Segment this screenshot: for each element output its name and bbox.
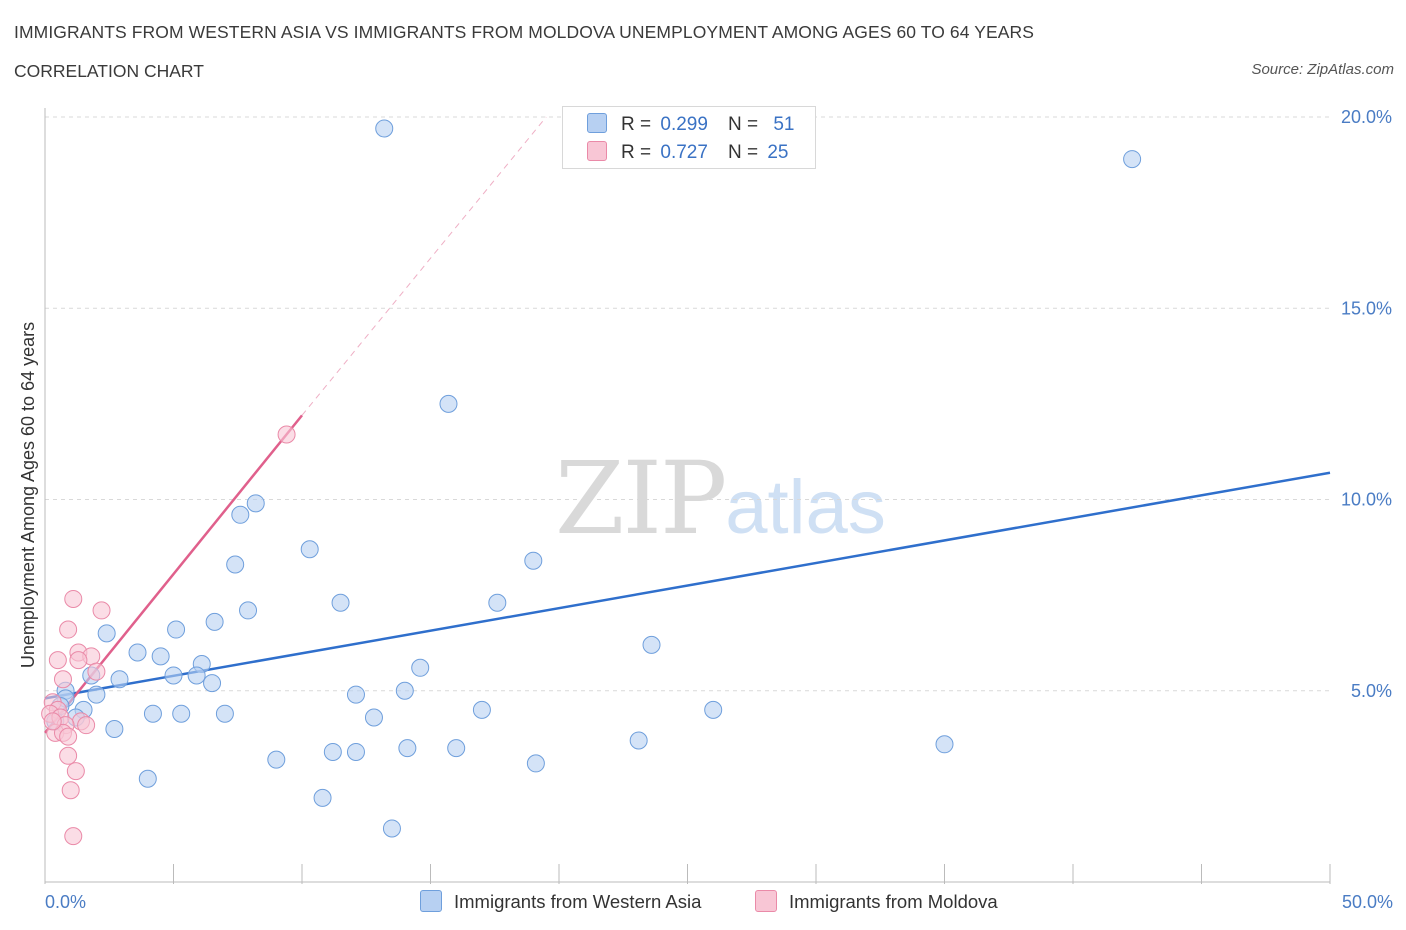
y-tick-label: 10.0% [1341, 490, 1392, 510]
point-western-asia [346, 742, 365, 761]
watermark-atlas: atlas [725, 465, 886, 550]
point-western-asia [447, 739, 466, 758]
point-western-asia [239, 601, 258, 620]
x-tick-label-min: 0.0% [45, 892, 86, 912]
point-western-asia [524, 551, 543, 570]
point-moldova [69, 651, 88, 670]
point-western-asia [187, 666, 206, 685]
legend-row-western-asia: R = 0.299 N = 51 [587, 113, 794, 137]
chart-source: Source: ZipAtlas.com [1251, 61, 1394, 78]
stats-legend: R = 0.299 N = 51 R = 0.727 N = 25 [562, 106, 816, 169]
point-western-asia [246, 494, 265, 513]
point-western-asia [231, 505, 250, 524]
point-moldova [64, 589, 83, 608]
legend-n-label: N = [727, 142, 759, 163]
point-western-asia [205, 612, 224, 631]
trend-line-moldova [44, 414, 303, 734]
point-western-asia [203, 674, 222, 693]
bottom-legend-western-asia: Immigrants from Western Asia [420, 890, 701, 913]
legend-n-label: N = [727, 114, 759, 135]
y-tick-label: 15.0% [1341, 298, 1392, 318]
legend-row-moldova: R = 0.727 N = 25 [587, 141, 788, 165]
bottom-legend-moldova: Immigrants from Moldova [755, 890, 998, 913]
grid-lines [45, 116, 1330, 692]
bottom-legend-swatch-blue [420, 890, 442, 912]
legend-swatch-pink [587, 141, 607, 161]
point-western-asia [935, 735, 954, 754]
point-western-asia [472, 700, 491, 719]
point-moldova [59, 727, 78, 746]
legend-n-value: 25 [767, 142, 789, 163]
point-western-asia [97, 624, 116, 643]
point-moldova [277, 425, 296, 444]
point-western-asia [138, 769, 157, 788]
point-western-asia [167, 620, 186, 639]
point-western-asia [331, 593, 350, 612]
point-moldova [53, 670, 72, 689]
point-western-asia [164, 666, 183, 685]
point-western-asia [382, 819, 401, 838]
x-tick-label-max: 50.0% [1342, 892, 1393, 912]
point-western-asia [629, 731, 648, 750]
point-western-asia [105, 720, 124, 738]
bottom-legend-label: Immigrants from Moldova [789, 891, 998, 912]
axes [44, 108, 1331, 884]
bottom-legend-label: Immigrants from Western Asia [454, 891, 702, 912]
point-western-asia [398, 739, 417, 758]
legend-r-label: R = [621, 142, 652, 163]
point-western-asia [323, 742, 342, 761]
point-moldova [48, 651, 67, 670]
legend-n-value: 51 [773, 114, 795, 135]
point-western-asia [395, 681, 414, 700]
point-moldova [77, 716, 96, 735]
point-western-asia [526, 754, 545, 773]
watermark: ZIPatlas [555, 440, 886, 557]
y-tick-label: 5.0% [1351, 681, 1392, 701]
point-western-asia [439, 394, 458, 413]
chart-subtitle: CORRELATION CHART [14, 61, 204, 81]
legend-swatch-blue [587, 113, 607, 133]
point-western-asia [215, 704, 234, 723]
point-moldova [66, 762, 85, 781]
bottom-legend-swatch-pink [755, 890, 777, 912]
trend-line-western-asia [44, 471, 1331, 700]
point-western-asia [375, 119, 394, 138]
point-western-asia [1123, 150, 1142, 169]
point-moldova [43, 712, 62, 731]
axis-labels: 5.0% 10.0% 15.0% 20.0% 0.0% 50.0% Unemployment… [18, 107, 1393, 912]
point-moldova [87, 662, 106, 681]
point-moldova [59, 620, 78, 639]
point-western-asia [151, 647, 170, 666]
watermark-zip: ZIP [555, 440, 727, 557]
legend-r-label: R = [621, 114, 652, 135]
point-western-asia [87, 685, 106, 704]
point-moldova [92, 601, 111, 620]
point-western-asia [346, 685, 365, 704]
data-points [41, 119, 1142, 846]
legend-r-value: 0.727 [660, 142, 708, 163]
point-western-asia [488, 593, 507, 612]
point-western-asia [226, 555, 245, 574]
legend-r-value: 0.299 [660, 114, 708, 135]
point-western-asia [642, 635, 661, 654]
point-western-asia [267, 750, 286, 769]
point-western-asia [172, 704, 191, 723]
point-moldova [64, 827, 83, 846]
point-moldova [61, 781, 80, 800]
point-western-asia [300, 540, 319, 559]
trend-line-moldova [301, 116, 547, 416]
trend-lines [44, 116, 1331, 734]
point-western-asia [313, 788, 332, 807]
y-axis-label: Unemployment Among Ages 60 to 64 years [18, 322, 38, 668]
point-moldova [59, 746, 78, 765]
chart-title: IMMIGRANTS FROM WESTERN ASIA VS IMMIGRAN… [14, 22, 1035, 42]
point-western-asia [128, 643, 147, 662]
point-western-asia [704, 700, 723, 719]
point-western-asia [364, 708, 383, 727]
y-tick-label: 20.0% [1341, 107, 1392, 127]
point-western-asia [411, 658, 430, 677]
point-western-asia [110, 670, 129, 689]
point-western-asia [143, 704, 162, 723]
